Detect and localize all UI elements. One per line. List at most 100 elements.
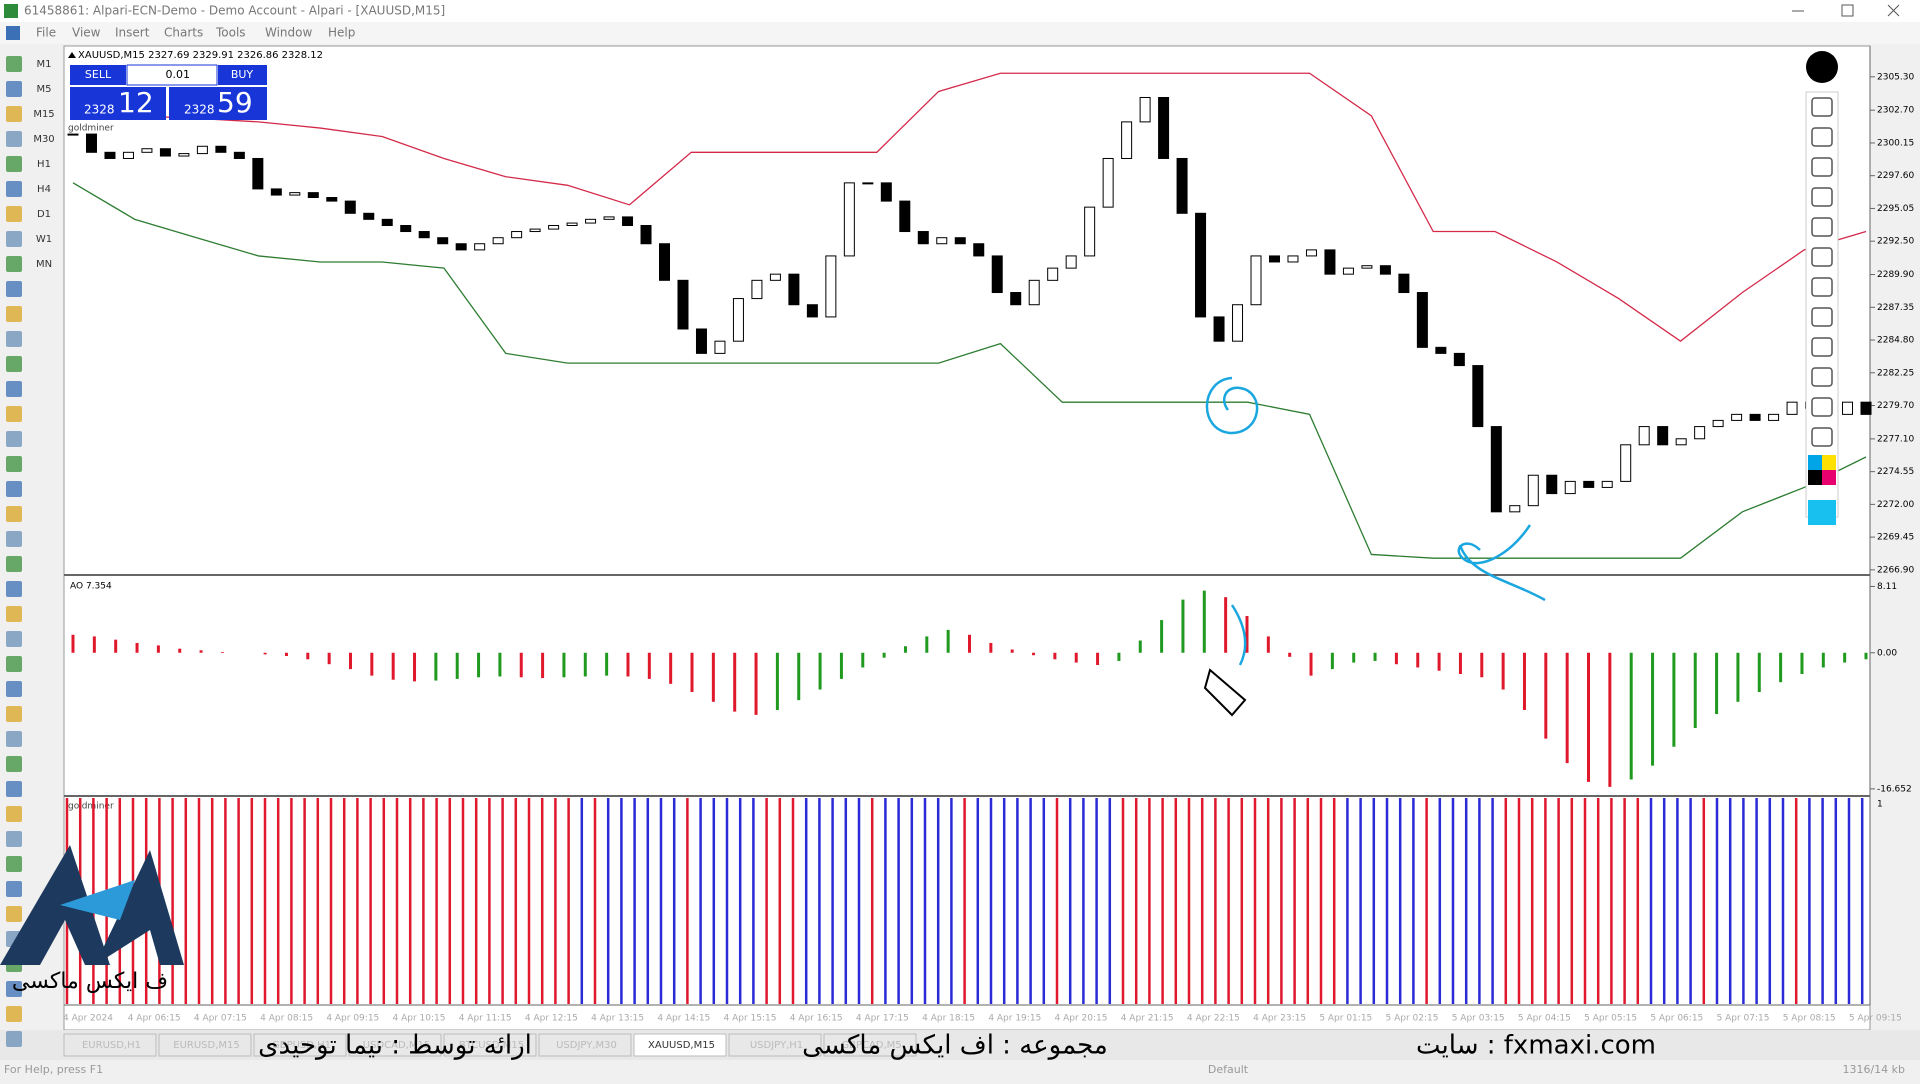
price-label: 2305.30: [1877, 72, 1914, 82]
chart-tab-label: BTCUSD,M15: [459, 1040, 524, 1051]
drawing-tool[interactable]: [1811, 97, 1833, 117]
status-profile: Default: [1208, 1063, 1249, 1076]
toolbar-icon[interactable]: [6, 906, 22, 922]
toolbar-icon[interactable]: [6, 881, 22, 897]
chart-tab[interactable]: [538, 1033, 632, 1057]
timeframe-button: D1: [37, 209, 51, 220]
toolbar-icon[interactable]: [6, 231, 22, 247]
candle: [677, 279, 689, 330]
drawing-tool[interactable]: [1811, 127, 1833, 147]
toolbar-icon[interactable]: [6, 856, 22, 872]
timeframe-button: W1: [36, 234, 52, 245]
toolbar-icon[interactable]: [6, 356, 22, 372]
toolbar-icon[interactable]: [6, 731, 22, 747]
toolbar-icon[interactable]: [6, 331, 22, 347]
toolbar-icon[interactable]: [6, 706, 22, 722]
chart-tab[interactable]: [253, 1033, 347, 1057]
drawing-tool[interactable]: [1811, 337, 1833, 357]
toolbar-icon[interactable]: [6, 781, 22, 797]
toolbar-icon[interactable]: [6, 631, 22, 647]
drawing-tool[interactable]: [1811, 397, 1833, 417]
candle: [1842, 401, 1854, 415]
toolbar-icon[interactable]: [6, 56, 22, 72]
toolbar-icon[interactable]: [6, 831, 22, 847]
toolbar-icon[interactable]: [6, 156, 22, 172]
toolbar-icon[interactable]: [6, 531, 22, 547]
drawing-tool[interactable]: [1811, 307, 1833, 327]
candle: [862, 182, 874, 185]
chart-tab[interactable]: [823, 1033, 917, 1057]
toolbar-icon[interactable]: [6, 481, 22, 497]
color-swatch[interactable]: [1808, 500, 1836, 525]
toolbar-icon[interactable]: [6, 1006, 22, 1022]
drawing-tool[interactable]: [1811, 247, 1833, 267]
buy-price-major: 2328: [184, 103, 215, 117]
toolbar-icon[interactable]: [6, 131, 22, 147]
timeframe-button: H1: [37, 159, 51, 170]
candle: [1028, 279, 1040, 306]
candle: [880, 182, 892, 202]
drawing-tool[interactable]: [1811, 157, 1833, 177]
toolbar-icon[interactable]: [6, 406, 22, 422]
sell-price-box[interactable]: [70, 87, 166, 120]
toolbar-icon[interactable]: [6, 806, 22, 822]
sell-label: SELL: [85, 68, 112, 81]
time-label: 4 Apr 06:15: [128, 1014, 181, 1024]
toolbar-icon[interactable]: [6, 1031, 22, 1047]
candle: [344, 200, 356, 214]
toolbar-icon[interactable]: [6, 656, 22, 672]
chart-tab[interactable]: [63, 1033, 157, 1057]
toolbar-icon[interactable]: [6, 581, 22, 597]
toolbar-icon[interactable]: [6, 306, 22, 322]
drawing-tool[interactable]: [1811, 187, 1833, 207]
drawing-tool[interactable]: [1811, 427, 1833, 447]
toolbar-icon[interactable]: [6, 456, 22, 472]
logo-shape: [0, 845, 110, 965]
toolbar-icon[interactable]: [6, 681, 22, 697]
chart-tab[interactable]: [443, 1033, 537, 1057]
toolbar-logo[interactable]: [1806, 51, 1838, 83]
toolbar-icon[interactable]: [6, 281, 22, 297]
toolbar-icon[interactable]: [6, 206, 22, 222]
chart-tab[interactable]: [728, 1033, 822, 1057]
time-label: 4 Apr 2024: [63, 1014, 113, 1024]
chart-tab[interactable]: [633, 1033, 727, 1057]
collection-text: مجموعه : اف ایکس ماکسی: [802, 1031, 1108, 1061]
toolbar-icon[interactable]: [6, 181, 22, 197]
candle: [1121, 121, 1133, 159]
candle: [936, 237, 948, 245]
price-label: 2292.50: [1877, 237, 1914, 247]
color-swatch[interactable]: [1808, 470, 1822, 485]
lot-value: 0.01: [166, 68, 191, 81]
close-button[interactable]: [1887, 4, 1900, 17]
chart-tab[interactable]: [348, 1033, 442, 1057]
buy-label: BUY: [231, 68, 254, 81]
drawing-tool[interactable]: [1811, 217, 1833, 237]
candle: [1620, 444, 1632, 482]
toolbar-icon[interactable]: [6, 556, 22, 572]
toolbar-icon[interactable]: [6, 506, 22, 522]
color-swatch[interactable]: [1822, 470, 1836, 485]
toolbar-icon[interactable]: [6, 606, 22, 622]
lot-field[interactable]: [126, 64, 218, 86]
toolbar-icon[interactable]: [6, 381, 22, 397]
toolbar-icon[interactable]: [6, 256, 22, 272]
toolbar-icon[interactable]: [6, 106, 22, 122]
candle: [1250, 255, 1262, 306]
drawing-tool[interactable]: [1811, 277, 1833, 297]
sell-button[interactable]: [70, 65, 126, 85]
toolbar-icon[interactable]: [6, 431, 22, 447]
toolbar-icon[interactable]: [6, 81, 22, 97]
toolbar-icon[interactable]: [6, 756, 22, 772]
chart-tab[interactable]: [158, 1033, 252, 1057]
candle: [788, 273, 800, 306]
price-label: 2274.55: [1877, 467, 1914, 477]
candle: [418, 231, 430, 239]
drawing-tool[interactable]: [1811, 367, 1833, 387]
color-swatch[interactable]: [1808, 455, 1822, 470]
toolbar-icon[interactable]: [6, 981, 22, 997]
color-swatch[interactable]: [1822, 455, 1836, 470]
buy-button[interactable]: [218, 65, 267, 85]
maximize-button[interactable]: [1841, 4, 1854, 17]
buy-price-box[interactable]: [169, 87, 267, 120]
